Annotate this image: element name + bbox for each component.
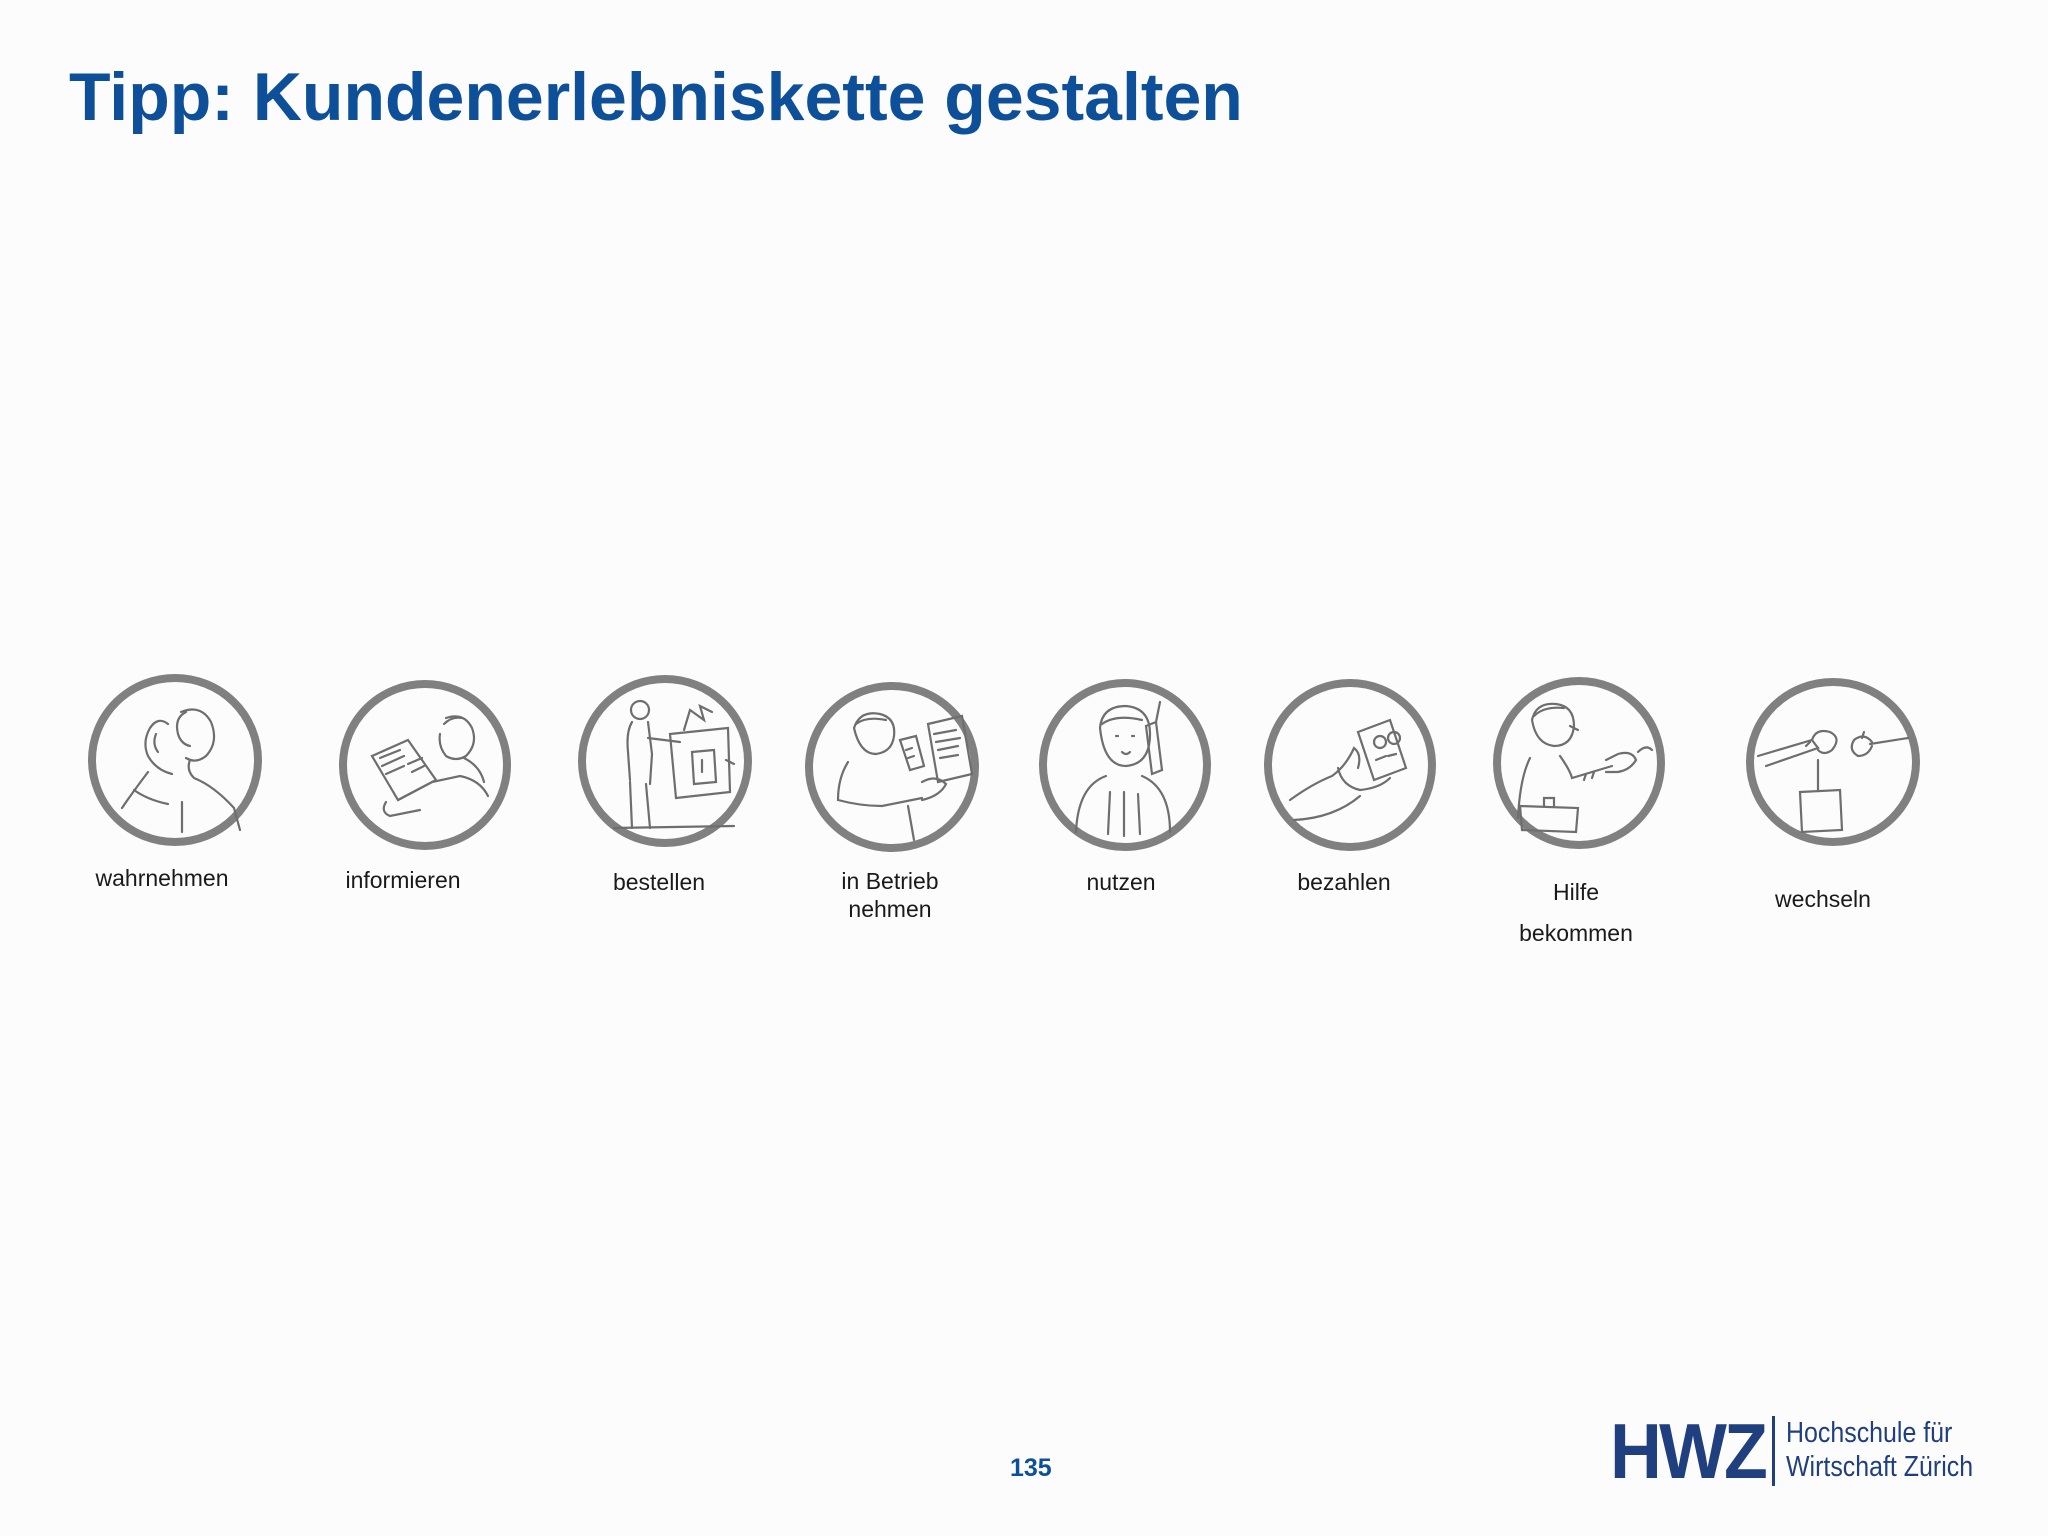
phone-call-icon: [1036, 676, 1214, 854]
step-label-informieren: informieren: [345, 867, 461, 893]
service-technician-icon: [1490, 674, 1668, 852]
step-label-in-betrieb-nehmen: in Betrieb nehmen: [841, 868, 939, 922]
setup-device-icon: [804, 678, 982, 856]
hwz-logo: HWZ Hochschule für Wirtschaft Zürich: [1610, 1410, 1990, 1490]
step-label-nutzen: nutzen: [1086, 869, 1156, 895]
logo-divider: [1772, 1416, 1775, 1486]
handover-icon: [1744, 674, 1922, 852]
listening-person-icon: [86, 672, 264, 850]
paying-money-icon: [1262, 676, 1440, 854]
reading-brochure-icon: [336, 676, 514, 854]
page-title: Tipp: Kundenerlebniskette gestalten: [69, 59, 1243, 135]
logo-acronym: HWZ: [1610, 1407, 1768, 1495]
logo-institution-name: Hochschule für Wirtschaft Zürich: [1786, 1417, 1974, 1483]
step-label-bezahlen: bezahlen: [1297, 869, 1391, 895]
step-label-bestellen: bestellen: [612, 869, 706, 895]
page-number: 135: [1010, 1454, 1052, 1482]
step-label-wahrnehmen: wahrnehmen: [95, 865, 229, 891]
ordering-at-counter-icon: [576, 672, 754, 850]
step-label-hilfe-bekommen: Hilfe bekommen: [1519, 879, 1633, 946]
step-label-wechseln: wechseln: [1775, 886, 1871, 912]
